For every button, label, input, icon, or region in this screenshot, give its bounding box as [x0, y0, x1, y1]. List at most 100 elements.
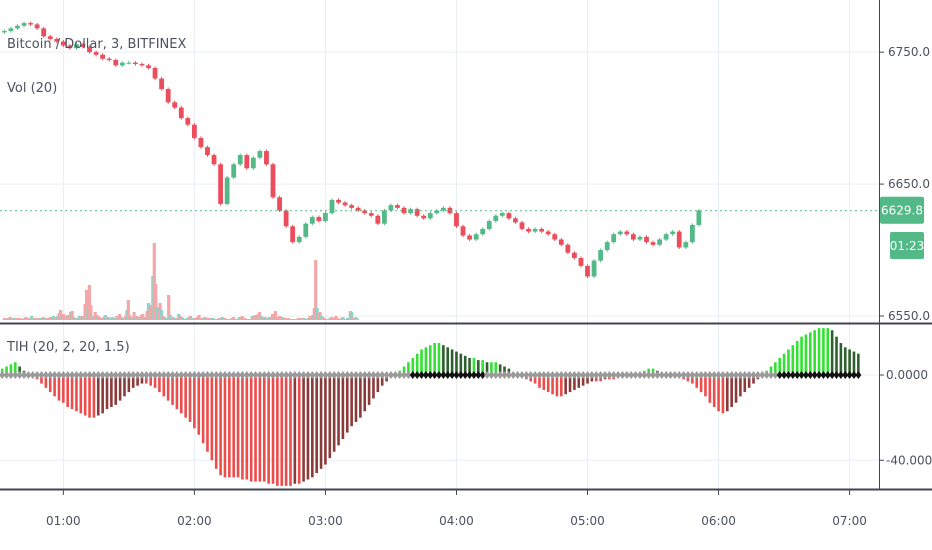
symbol-legend[interactable]: Bitcoin / Dollar, 3, BITFINEX: [7, 37, 186, 52]
candle-body: [191, 124, 197, 138]
zero-line-marker: [204, 371, 211, 380]
histogram-bar: [57, 375, 61, 401]
zero-line-marker: [470, 371, 477, 380]
zero-line-marker: [588, 371, 595, 380]
zero-line-marker: [601, 371, 608, 380]
candle-body: [604, 242, 610, 251]
volume-bar: [24, 317, 28, 320]
zero-line-marker: [645, 371, 652, 380]
histogram-bar: [481, 360, 484, 376]
histogram-bar: [5, 366, 8, 376]
candle-body: [270, 164, 276, 198]
time-axis[interactable]: 01:00 02:00 03:00 04:00 05:00 06:00 07:00: [46, 490, 867, 528]
histogram-bar: [551, 375, 554, 395]
histogram-bar: [769, 366, 773, 376]
zero-line-marker: [680, 371, 687, 380]
histogram-bar: [573, 375, 576, 390]
candle-body: [683, 242, 689, 248]
last-price-tag-background: [880, 196, 924, 224]
candle-body: [296, 236, 302, 243]
candle-body: [552, 234, 558, 240]
histogram-bar: [485, 362, 489, 376]
zero-line-marker: [82, 371, 89, 380]
zero-line-marker: [309, 371, 316, 380]
histogram-bar: [254, 375, 257, 482]
histogram-bar: [699, 375, 703, 393]
volume-legend[interactable]: Vol (20): [7, 81, 57, 96]
candle-body: [578, 257, 584, 266]
histogram-bar: [75, 375, 78, 412]
histogram-bar: [319, 375, 323, 469]
zero-line-marker: [322, 371, 329, 380]
histogram-bar: [564, 375, 567, 395]
candle-body: [277, 197, 282, 211]
zero-line-marker: [492, 371, 499, 380]
zero-line-marker: [304, 371, 311, 380]
histogram-bar: [13, 362, 17, 376]
histogram-bar: [503, 366, 506, 376]
histogram-bar: [420, 349, 423, 376]
histogram-bar: [350, 375, 353, 427]
candle-body: [526, 228, 531, 232]
zero-line-marker: [51, 371, 58, 380]
histogram-bar: [179, 375, 183, 414]
price-axis[interactable]: 6750.0 6650.0 6550.0: [879, 45, 930, 323]
zero-line-marker: [449, 371, 456, 380]
zero-line-marker: [165, 371, 172, 380]
zero-line-marker: [99, 371, 106, 380]
candle-body: [133, 62, 138, 65]
zero-line-marker: [353, 371, 360, 380]
candle-body: [617, 231, 623, 235]
price-tick-label: 6750.0: [888, 45, 930, 59]
zero-line-marker: [138, 371, 145, 380]
candle-body: [342, 202, 348, 206]
zero-line-marker: [562, 371, 569, 380]
candle-body: [349, 205, 355, 208]
volume-bar: [231, 317, 236, 320]
indicator-legend[interactable]: TIH (20, 2, 20, 1.5): [6, 340, 130, 355]
zero-line-marker: [86, 371, 93, 380]
bar-countdown-background: [890, 232, 924, 259]
volume-bar: [263, 317, 267, 320]
zero-line-marker: [719, 371, 726, 380]
histogram-bar: [433, 343, 436, 376]
candle-body: [414, 209, 420, 216]
volume-bar: [203, 317, 207, 320]
candle-body: [454, 213, 459, 227]
zero-line-marker: [296, 371, 303, 380]
candle-body: [395, 205, 400, 208]
candle-body: [519, 222, 525, 229]
candle-body: [388, 205, 394, 211]
histogram-bar: [258, 375, 262, 482]
histogram-bar: [717, 375, 720, 412]
candle-body: [585, 265, 590, 277]
zero-line-marker: [104, 371, 111, 380]
candle-body: [113, 60, 119, 66]
zero-line-marker: [414, 371, 421, 380]
oscillator-axis[interactable]: 0.0000 -40.0000: [879, 368, 932, 467]
histogram-bar: [136, 375, 139, 386]
zero-line-marker: [759, 371, 766, 380]
zero-line-marker: [143, 371, 150, 380]
histogram-bar: [110, 375, 113, 407]
histogram-bar: [40, 375, 43, 384]
candle-body: [67, 45, 73, 49]
histogram-bar: [778, 357, 782, 376]
candle-body: [80, 44, 86, 47]
zero-line-marker: [457, 371, 464, 380]
candle-body: [93, 52, 99, 55]
histogram-bar: [424, 347, 428, 376]
zero-line-marker: [291, 371, 298, 380]
histogram-bar: [262, 375, 266, 482]
zero-line-marker: [715, 371, 722, 380]
candle-body: [1, 31, 7, 33]
candle-body: [290, 226, 296, 243]
histogram-bar: [787, 349, 790, 376]
zero-line-marker: [42, 371, 49, 380]
zero-line-marker: [549, 371, 556, 380]
candle-body: [539, 228, 545, 232]
histogram-bar: [800, 336, 803, 376]
zero-line-marker: [147, 371, 154, 380]
candle-body: [60, 41, 66, 46]
